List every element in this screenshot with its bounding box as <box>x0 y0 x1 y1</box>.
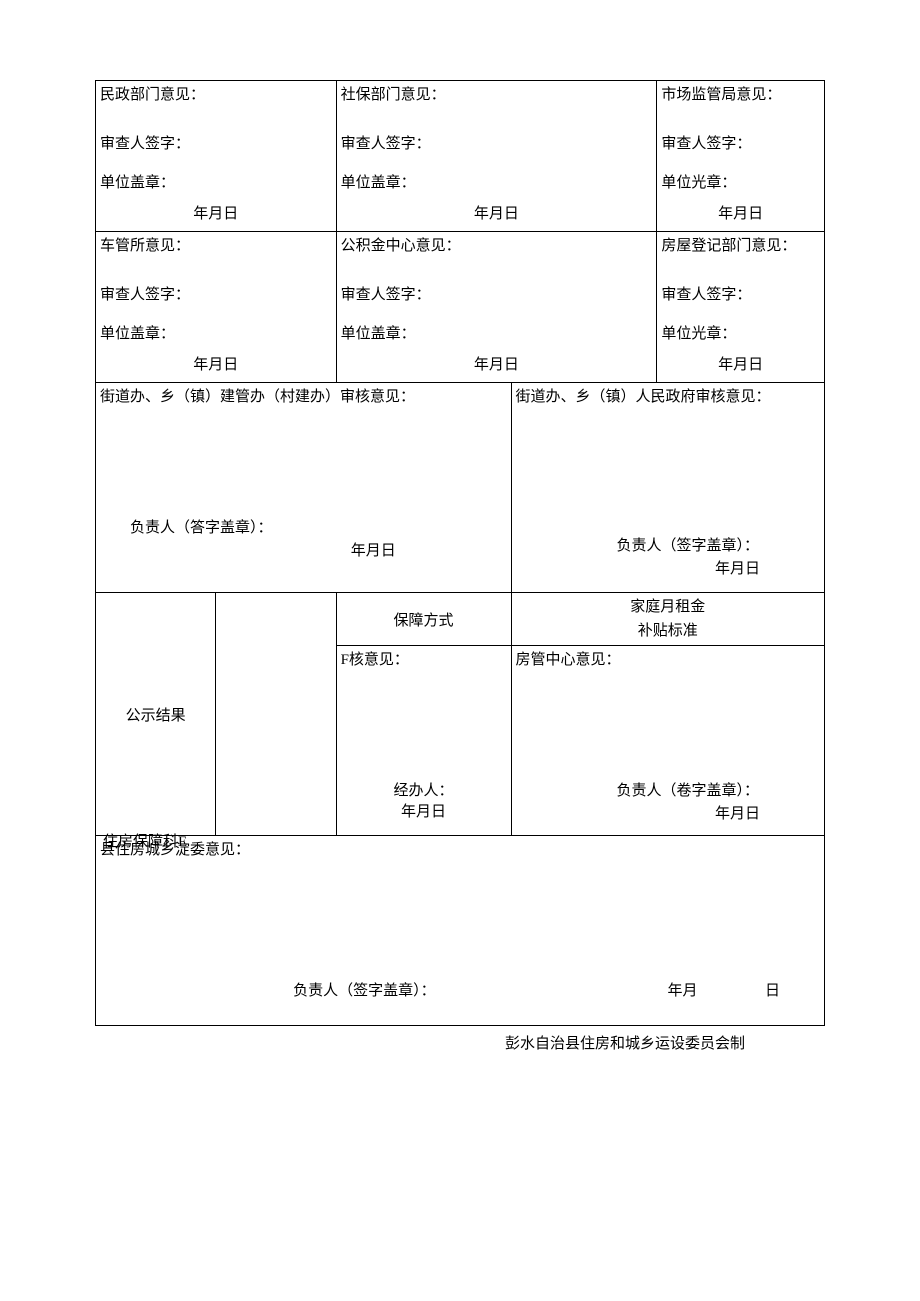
cell-street-construction: 街道办、乡（镇）建管办（村建办）审核意见： 负责人（答字盖章）： 年月日 <box>96 383 512 593</box>
row-street-office: 街道办、乡（镇）建管办（村建办）审核意见： 负责人（答字盖章）： 年月日 街道办… <box>96 383 825 593</box>
cell-vehicle-admin: 车管所意见： 审查人签字： 单位盖章： 年月日 <box>96 232 337 383</box>
market-reviewer: 审查人签字： <box>661 132 820 153</box>
county-committee-date: 年月 日 <box>446 979 820 1000</box>
housing-security-date: 年月日 <box>341 800 507 821</box>
cell-publicity-result-value <box>216 593 336 836</box>
fund-date: 年月日 <box>341 353 653 374</box>
fund-reviewer: 审查人签字： <box>341 283 653 304</box>
vehicle-reviewer: 审查人签字： <box>100 283 332 304</box>
county-date-d: 日 <box>765 983 780 999</box>
street-gov-title: 街道办、乡（镇）人民政府审核意见： <box>516 385 820 406</box>
street-construction-signer: 负责人（答字盖章）： <box>100 516 507 537</box>
civil-affairs-title: 民政部门意见： <box>100 83 332 104</box>
street-construction-date: 年月日 <box>100 539 507 560</box>
cell-market-supervision: 市场监管局意见： 审查人签字： 单位光章： 年月日 <box>657 81 825 232</box>
row-depts-1: 民政部门意见： 审查人签字： 单位盖章： 年月日 社保部门意见： 审查人签字： … <box>96 81 825 232</box>
street-construction-title: 街道办、乡（镇）建管办（村建办）审核意见： <box>100 385 507 406</box>
row-publicity-header: 公示结果 保障方式 家庭月租金 补贴标准 <box>96 593 825 646</box>
cell-publicity-result-label: 公示结果 <box>96 593 216 836</box>
vehicle-date: 年月日 <box>100 353 332 374</box>
housing-center-date: 年月日 <box>516 802 820 823</box>
vehicle-title: 车管所意见： <box>100 234 332 255</box>
cell-housing-registration: 房屋登记部门意见： 审查人签字： 单位光章： 年月日 <box>657 232 825 383</box>
fund-title: 公积金中心意见： <box>341 234 653 255</box>
cell-guarantee-method-label: 保障方式 <box>336 593 511 646</box>
civil-affairs-date: 年月日 <box>100 202 332 223</box>
social-security-title: 社保部门意见： <box>341 83 653 104</box>
market-title: 市场监管局意见： <box>661 83 820 104</box>
cell-county-committee: 县住房城乡淀委意见： 负责人（签字盖章）： 年月 日 <box>96 836 825 1026</box>
housing-reg-title: 房屋登记部门意见： <box>661 234 820 255</box>
cell-monthly-rent-label: 家庭月租金 补贴标准 <box>511 593 824 646</box>
market-seal: 单位光章： <box>661 171 820 192</box>
housing-security-title-a: F核意见： <box>341 652 409 668</box>
cell-housing-center: 房管中心意见： 负责人（卷字盖章）： 年月日 <box>511 646 824 836</box>
row-depts-2: 车管所意见： 审查人签字： 单位盖章： 年月日 公积金中心意见： 审查人签字： … <box>96 232 825 383</box>
cell-housing-security: F核意见： 经办人： 年月日 <box>336 646 511 836</box>
approval-form-table: 民政部门意见： 审查人签字： 单位盖章： 年月日 社保部门意见： 审查人签字： … <box>95 80 825 1026</box>
monthly-rent-line1: 家庭月租金 <box>516 595 820 619</box>
housing-center-signer: 负责人（卷字盖章）： <box>516 779 820 800</box>
housing-center-title: 房管中心意见： <box>516 648 820 669</box>
street-gov-date: 年月日 <box>516 557 820 578</box>
cell-social-security: 社保部门意见： 审查人签字： 单位盖章： 年月日 <box>336 81 657 232</box>
housing-reg-reviewer: 审查人签字： <box>661 283 820 304</box>
monthly-rent-line2: 补贴标准 <box>516 619 820 643</box>
footer-issuer: 彭水自治县住房和城乡运设委员会制 <box>95 1032 825 1053</box>
social-security-date: 年月日 <box>341 202 653 223</box>
county-committee-signer: 负责人（签字盖章）： <box>100 979 446 1000</box>
cell-provident-fund: 公积金中心意见： 审查人签字： 单位盖章： 年月日 <box>336 232 657 383</box>
housing-reg-date: 年月日 <box>661 353 820 374</box>
county-committee-title: 县住房城乡淀委意见： <box>100 838 820 859</box>
housing-security-signer: 经办人： <box>341 779 507 800</box>
housing-reg-seal: 单位光章： <box>661 322 820 343</box>
vehicle-seal: 单位盖章： <box>100 322 332 343</box>
row-county-committee: 县住房城乡淀委意见： 负责人（签字盖章）： 年月 日 <box>96 836 825 1026</box>
social-security-seal: 单位盖章： <box>341 171 653 192</box>
street-gov-signer: 负责人（签字盖章）： <box>516 534 820 555</box>
cell-street-government: 街道办、乡（镇）人民政府审核意见： 负责人（签字盖章）： 年月日 <box>511 383 824 593</box>
housing-security-title-overlay: 住房保障科E <box>103 830 187 851</box>
social-security-reviewer: 审查人签字： <box>341 132 653 153</box>
civil-affairs-reviewer: 审查人签字： <box>100 132 332 153</box>
cell-civil-affairs: 民政部门意见： 审查人签字： 单位盖章： 年月日 <box>96 81 337 232</box>
market-date: 年月日 <box>661 202 820 223</box>
county-date-ym: 年月 <box>667 983 697 999</box>
fund-seal: 单位盖章： <box>341 322 653 343</box>
civil-affairs-seal: 单位盖章： <box>100 171 332 192</box>
